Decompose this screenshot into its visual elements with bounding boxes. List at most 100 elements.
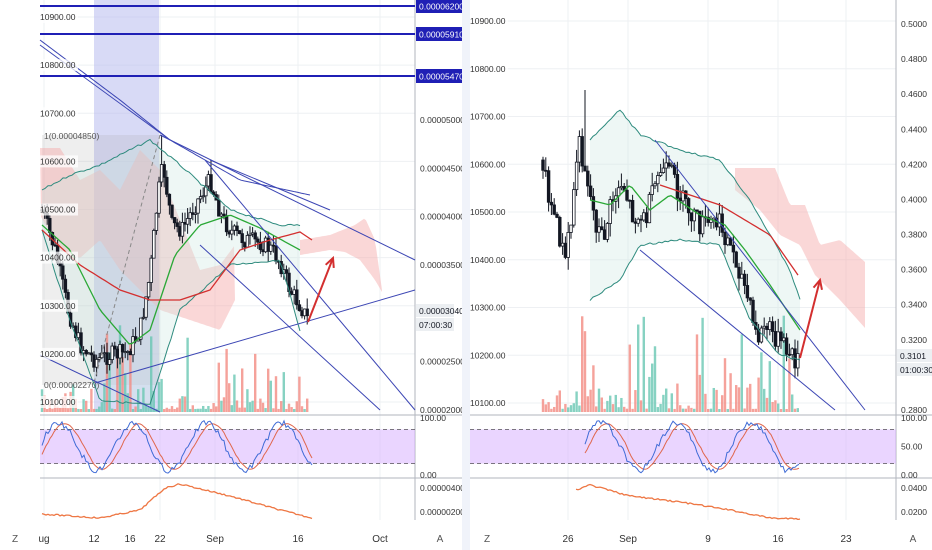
- candle-body: [269, 244, 273, 252]
- right-volume-bar: [735, 385, 738, 412]
- right-volume-bar: [611, 404, 615, 412]
- left-candle: [139, 317, 143, 346]
- left-left-tick-label: 10600.00: [40, 156, 76, 166]
- candle-body: [230, 229, 234, 235]
- left-volume-bar: [230, 405, 233, 412]
- candle-body: [751, 299, 755, 323]
- left-volume-bar: [228, 383, 231, 412]
- left-auto-scale-button[interactable]: A: [431, 528, 449, 546]
- right-volume-bar: [550, 408, 553, 412]
- right-volume-bar: [583, 331, 587, 412]
- candle-body: [89, 352, 94, 356]
- right-timezone-button[interactable]: Z: [478, 528, 496, 546]
- right-candle: [636, 217, 640, 227]
- left-volume-bar: [116, 358, 119, 412]
- left-volume-bar: [90, 388, 93, 412]
- right-left-tick-label: 10400.00: [470, 255, 506, 265]
- left-candle: [84, 348, 88, 357]
- candle-body: [619, 185, 624, 189]
- candle-body: [284, 269, 289, 274]
- axis-label-bg: [468, 397, 508, 409]
- left-candle: [79, 327, 83, 356]
- right-volume-bar: [625, 408, 629, 412]
- left-volume-bar: [142, 387, 145, 412]
- candle-body: [762, 325, 766, 329]
- left-timezone-button[interactable]: Z: [6, 528, 24, 546]
- candle-body: [731, 244, 736, 253]
- left-volume-bar: [163, 408, 166, 412]
- right-indicator-pane: 0.0400 0.0200: [575, 483, 927, 521]
- right-oscillator-k-line: [584, 419, 800, 474]
- right-auto-scale-button[interactable]: A: [904, 528, 922, 546]
- axis-label-bg: [38, 396, 78, 408]
- left-volume-bar: [300, 406, 304, 412]
- right-time-axis[interactable]: 26 Sep 9 16 23: [468, 520, 932, 550]
- right-volume-bar: [589, 389, 592, 412]
- left-volume-bar: [77, 408, 80, 412]
- candle-body: [256, 238, 260, 243]
- left-right-price-axis[interactable]: 0.00005000 0.00004500 0.00004000 0.00003500…: [420, 115, 465, 415]
- right-candle: [650, 172, 654, 202]
- candle-body: [588, 185, 593, 197]
- left-volume-bar: [285, 408, 288, 412]
- left-ma-slow: [41, 229, 313, 301]
- right-volume-bar: [555, 395, 559, 412]
- right-volume-bar: [592, 365, 595, 412]
- left-tick-label-oct: Oct: [372, 534, 388, 545]
- candle-body: [770, 321, 775, 332]
- right-left-price-axis[interactable]: 10900.00 10800.00 10700.00 10600.00 10500.00…: [468, 15, 508, 409]
- candle-body: [577, 136, 582, 163]
- right-right-price-axis[interactable]: 0.5000 0.4800 0.4600 0.4400 0.4200 0.4000 0.38…: [901, 19, 927, 415]
- candle-body: [768, 321, 772, 330]
- candle-body: [625, 189, 629, 201]
- candle-body: [549, 201, 554, 206]
- left-ma-fast: [41, 214, 301, 345]
- left-candle: [204, 176, 208, 204]
- left-channel-descending: [204, 159, 416, 411]
- candle-body: [796, 353, 800, 369]
- left-candle: [180, 212, 185, 244]
- left-oscillator-tick-label: 0.00: [420, 470, 437, 480]
- candle-body: [224, 215, 229, 233]
- left-ichimoku-cloud-future: [300, 218, 382, 292]
- left-volume-bar: [220, 400, 223, 412]
- right-volume-bar: [687, 405, 690, 412]
- axis-label-bg: [468, 62, 508, 75]
- candle-body: [248, 233, 252, 236]
- left-candle: [167, 193, 172, 215]
- left-candle: [154, 212, 159, 235]
- right-candle: [734, 250, 738, 268]
- left-tick-label-16: 16: [124, 534, 136, 545]
- left-time-axis[interactable]: ug 12 16 22 Sep 16 Oct: [0, 520, 465, 550]
- left-channel-lower: [199, 244, 381, 411]
- left-left-tick-label: 10700.00: [40, 108, 76, 118]
- left-highlight-column: [94, 0, 159, 412]
- left-volume-bar: [100, 402, 103, 412]
- left-current-price-tag[interactable]: 0.00003040 07:00:30: [416, 304, 464, 331]
- left-candle: [248, 226, 252, 245]
- axis-label-bg: [468, 253, 508, 266]
- candle-body: [63, 278, 68, 293]
- left-candle: [120, 343, 125, 363]
- left-candle: [113, 341, 117, 357]
- left-left-price-axis[interactable]: 10900.00 10800.00 10700.00 10600.00 10500.00…: [38, 11, 78, 408]
- right-current-price-tag[interactable]: 0.3101 01:00:30: [897, 349, 932, 376]
- right-indicator-tick-label: 0.0400: [901, 483, 927, 493]
- candle-body: [594, 209, 598, 233]
- candle-body: [558, 217, 562, 247]
- right-candle: [770, 316, 775, 343]
- right-volume-bar: [763, 388, 766, 412]
- right-volume-bar: [673, 408, 676, 412]
- right-volume-bar: [771, 401, 774, 412]
- left-left-tick-label: 10100.00: [40, 397, 76, 407]
- left-left-tick-label: 10400.00: [40, 253, 76, 263]
- left-volume-bar: [251, 400, 254, 412]
- candle-body: [120, 344, 125, 353]
- candle-body: [726, 237, 730, 246]
- right-right-tick-label: 0.5000: [901, 19, 927, 29]
- candle-body: [569, 224, 573, 233]
- left-tick-label-12: 12: [88, 534, 100, 545]
- left-volume-bar: [46, 408, 49, 412]
- left-candle: [63, 274, 68, 299]
